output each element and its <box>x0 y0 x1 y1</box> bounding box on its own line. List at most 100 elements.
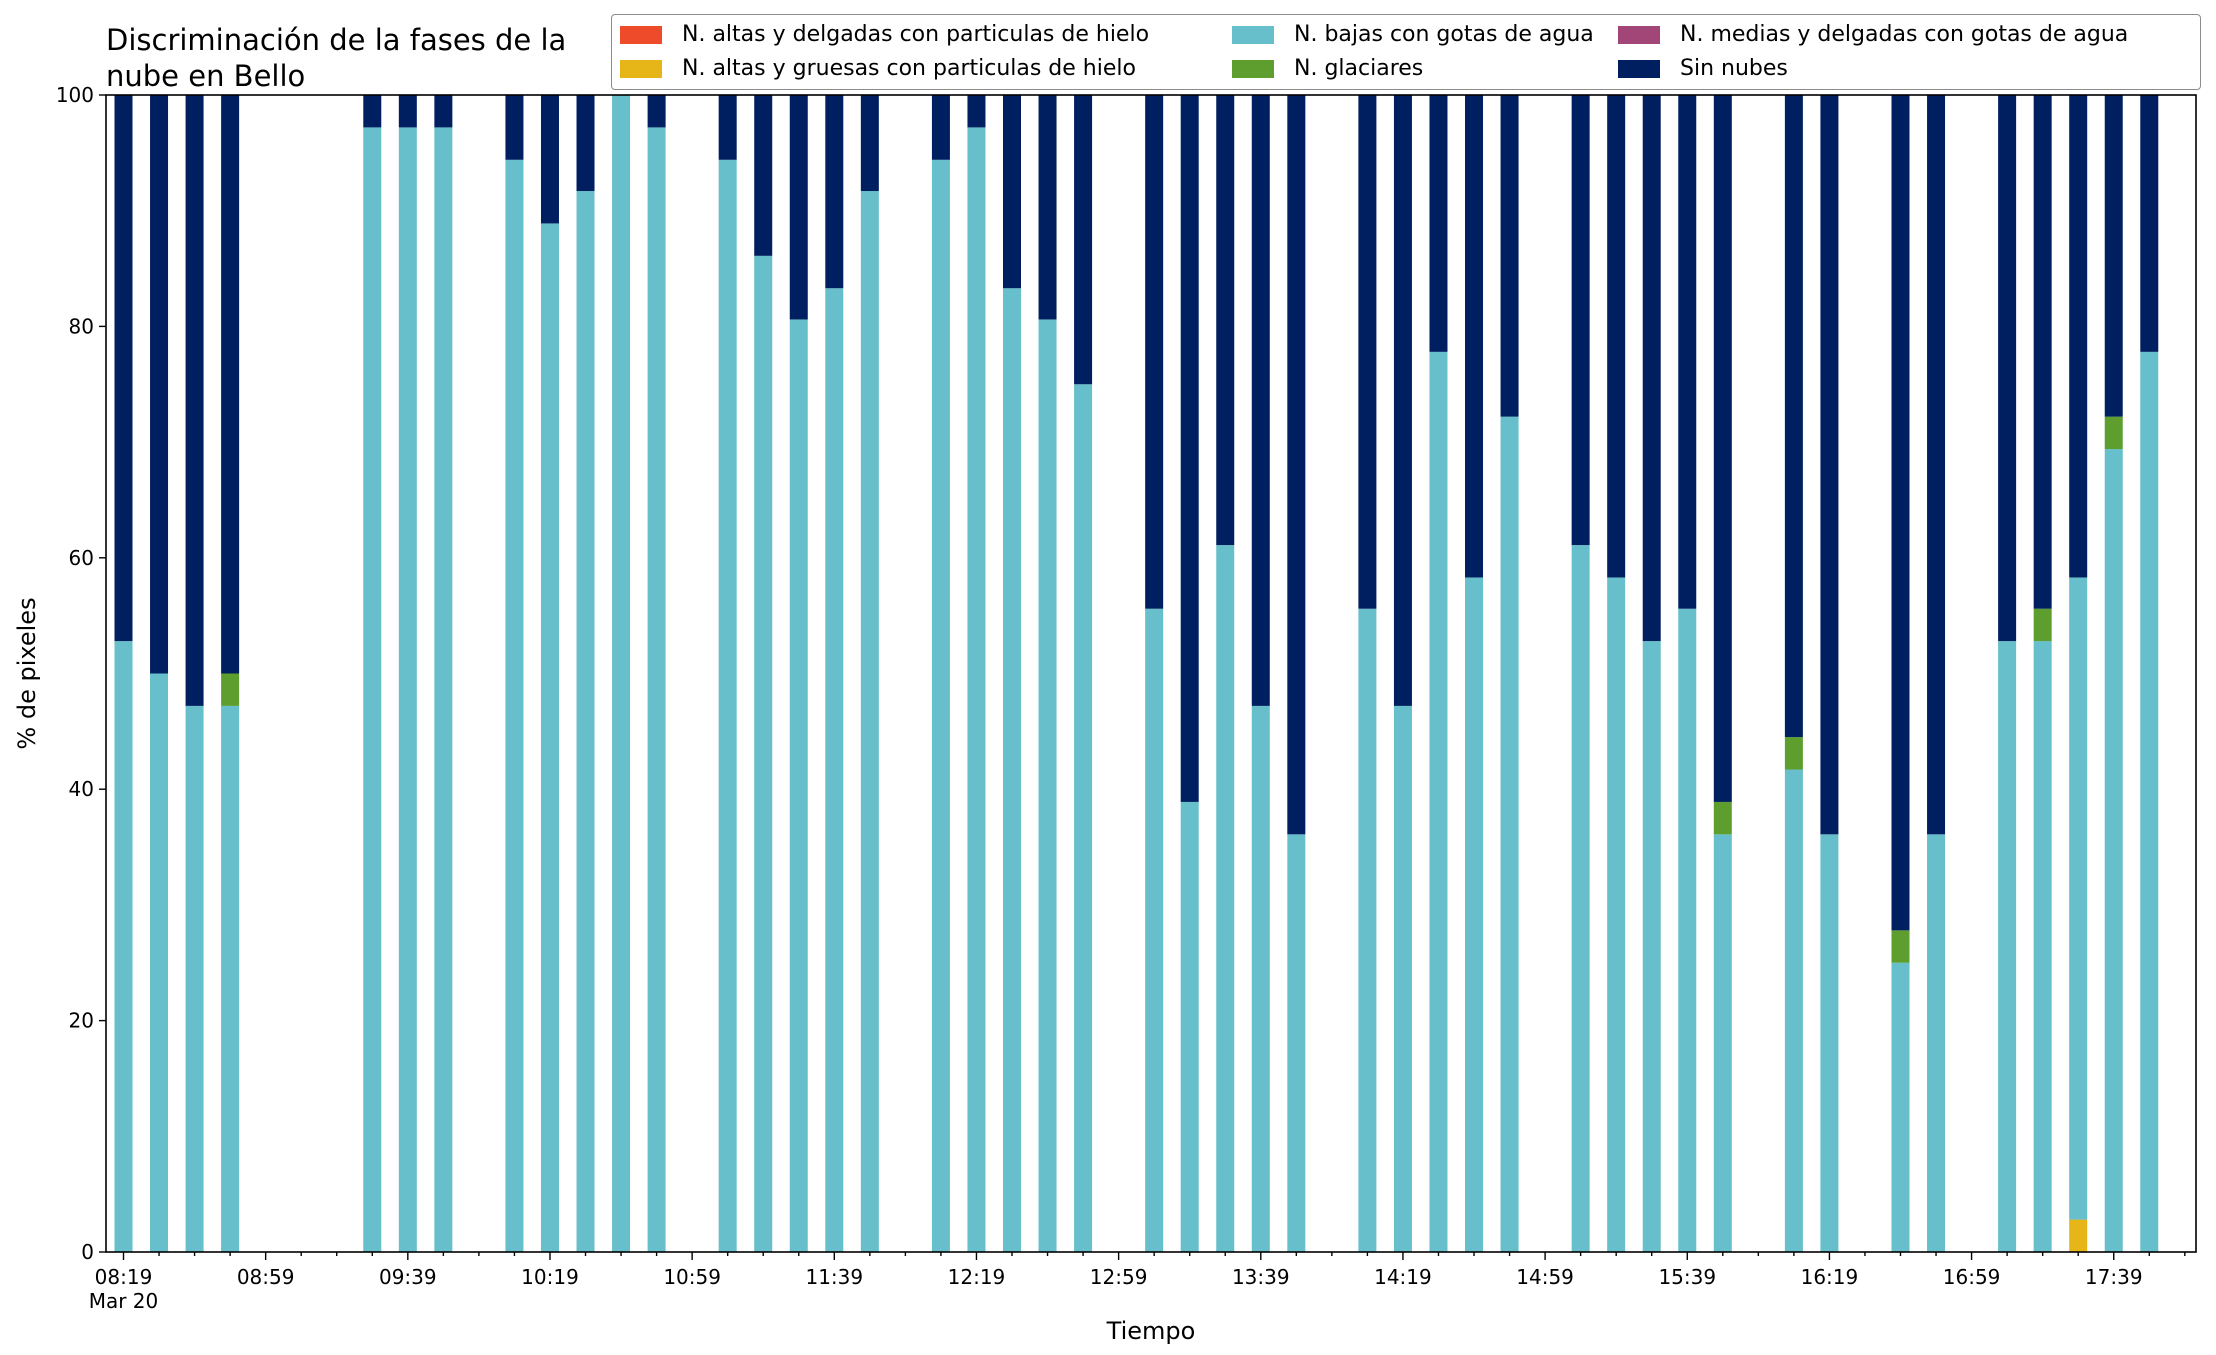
legend-swatch <box>1618 60 1660 78</box>
x-tick-label: 13:39 <box>1232 1265 1290 1289</box>
bar-segment-low-water <box>647 127 666 1252</box>
legend-swatch <box>1232 26 1274 44</box>
bar-segment-glaciers <box>1713 801 1732 835</box>
x-tick-label: 16:19 <box>1801 1265 1859 1289</box>
bar-segment-low-water <box>2104 449 2123 1252</box>
bar-segment-clear-sky <box>1465 95 1484 578</box>
bar-segment-glaciers <box>221 673 240 706</box>
bar-segment-low-water <box>150 673 169 1252</box>
x-tick-label: 12:19 <box>948 1265 1006 1289</box>
chart-title: Discriminación de la fases de la nube en… <box>106 23 567 93</box>
bar-segment-glaciers <box>2033 608 2052 642</box>
bar-segment-low-water <box>1465 577 1484 1252</box>
x-date-label: Mar 20 <box>89 1289 159 1313</box>
y-axis: 0 20 40 60 80 100 <box>56 83 106 1264</box>
bar-segment-clear-sky <box>185 95 204 706</box>
y-tick-label: 60 <box>69 546 94 570</box>
bar-segment-clear-sky <box>1393 95 1412 706</box>
legend-swatch <box>620 26 662 44</box>
bar-segment-low-water <box>2069 577 2088 1220</box>
bar-segment-clear-sky <box>1642 95 1661 642</box>
bar-segment-clear-sky <box>789 95 808 320</box>
legend-label: Sin nubes <box>1680 56 1788 81</box>
bar-segment-clear-sky <box>150 95 169 674</box>
bar-segment-low-water <box>1998 641 2017 1252</box>
bar-segment-clear-sky <box>2033 95 2052 609</box>
bar-segment-low-water <box>860 191 879 1252</box>
x-tick-label: 11:39 <box>805 1265 863 1289</box>
bar-segment-clear-sky <box>647 95 666 128</box>
bar-segment-low-water <box>1891 962 1910 1252</box>
x-axis: 08:19 08:59 09:39 10:19 10:59 11:39 12:19 12:59… <box>95 1252 2186 1289</box>
bar-segment-low-water <box>185 705 204 1252</box>
y-axis-label: % de pixeles <box>13 597 41 749</box>
x-tick-label: 08:19 <box>95 1265 153 1289</box>
chart-legend: N. altas y delgadas con particulas de hi… <box>611 14 2201 90</box>
bar-segment-low-water <box>1393 705 1412 1252</box>
bar-segment-low-water <box>398 127 417 1252</box>
bar-segment-low-water <box>221 705 240 1252</box>
bar-segment-low-water <box>1251 705 1270 1252</box>
x-tick-label: 14:59 <box>1516 1265 1574 1289</box>
bar-segment-low-water <box>114 641 133 1252</box>
bar-segment-low-water <box>1927 834 1946 1252</box>
bar-segment-clear-sky <box>1713 95 1732 802</box>
bar-segment-clear-sky <box>114 95 133 642</box>
bar-segment-low-water <box>540 223 559 1253</box>
bar-segment-clear-sky <box>221 95 240 674</box>
x-tick-label: 10:19 <box>521 1265 579 1289</box>
bar-segment-low-water <box>789 319 808 1253</box>
bar-segment-low-water <box>363 127 382 1252</box>
bar-segment-low-water <box>1429 351 1448 1253</box>
x-tick-label: 09:39 <box>379 1265 437 1289</box>
x-tick-label: 15:39 <box>1658 1265 1716 1289</box>
bar-segment-clear-sky <box>825 95 844 289</box>
bar-segment-clear-sky <box>540 95 559 224</box>
bar-segment-low-water <box>1820 834 1839 1252</box>
bar-segment-low-water <box>825 288 844 1253</box>
bar-segment-low-water <box>1784 769 1803 1252</box>
bar-segment-clear-sky <box>1927 95 1946 835</box>
bar-segment-low-water <box>1713 834 1732 1252</box>
bar-segment-clear-sky <box>1180 95 1199 802</box>
bar-segment-clear-sky <box>1145 95 1164 609</box>
bar-segment-clear-sky <box>931 95 950 160</box>
bar-segment-low-water <box>967 127 986 1252</box>
bar-segment-clear-sky <box>1038 95 1057 320</box>
bar-segment-clear-sky <box>434 95 453 128</box>
bar-segment-clear-sky <box>860 95 879 192</box>
bar-segment-low-water <box>1074 384 1093 1252</box>
bar-segment-clear-sky <box>576 95 595 192</box>
y-tick-label: 100 <box>56 83 94 107</box>
bar-segment-low-water <box>1145 608 1164 1252</box>
bar-segment-clear-sky <box>1003 95 1021 289</box>
x-tick-label: 17:39 <box>2085 1265 2143 1289</box>
bar-segment-clear-sky <box>1607 95 1626 578</box>
bar-segment-glaciers <box>2104 416 2123 450</box>
bar-segment-low-water <box>1003 288 1021 1253</box>
bar-segment-clear-sky <box>2140 95 2159 352</box>
bar-segment-clear-sky <box>1998 95 2017 642</box>
bar-segment-high-thick-ice <box>2069 1219 2088 1252</box>
bar-segment-low-water <box>1500 416 1519 1252</box>
bar-segment-low-water <box>718 159 737 1252</box>
legend-swatch <box>1618 26 1660 44</box>
bar-segment-clear-sky <box>718 95 737 160</box>
bar-segment-low-water <box>754 255 773 1252</box>
bar-segment-low-water <box>1642 641 1661 1252</box>
bar-segment-low-water <box>1678 608 1697 1252</box>
legend-label: N. bajas con gotas de agua <box>1294 22 1594 47</box>
bar-segment-clear-sky <box>398 95 417 128</box>
x-tick-label: 14:19 <box>1374 1265 1432 1289</box>
bar-segment-clear-sky <box>2104 95 2123 417</box>
bar-segment-low-water <box>2033 641 2052 1252</box>
x-tick-label: 08:59 <box>237 1265 295 1289</box>
x-tick-label: 10:59 <box>663 1265 721 1289</box>
bar-segment-clear-sky <box>1784 95 1803 738</box>
bar-segment-clear-sky <box>967 95 986 128</box>
x-axis-label: Tiempo <box>1106 1317 1196 1345</box>
legend-label: N. medias y delgadas con gotas de agua <box>1680 22 2129 47</box>
legend-swatch <box>1232 60 1274 78</box>
bar-segment-low-water <box>1180 801 1199 1252</box>
